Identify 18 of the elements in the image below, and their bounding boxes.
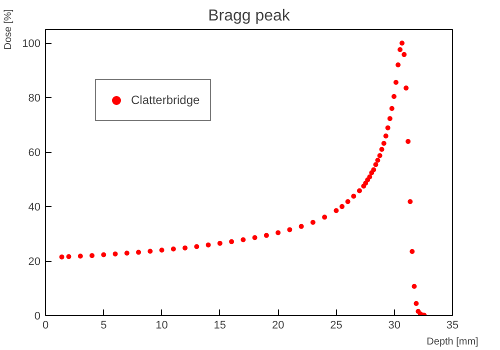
- y-tick-label: 60: [28, 147, 41, 160]
- x-tick-label: 0: [42, 320, 49, 332]
- x-tick-label: 25: [330, 320, 342, 332]
- y-tick-label: 20: [28, 256, 41, 268]
- y-axis-title: Dose [%]: [3, 8, 14, 50]
- legend-label: Clatterbridge: [131, 93, 200, 107]
- y-tick-label: 80: [28, 92, 41, 105]
- y-tick-label: 0: [34, 310, 41, 322]
- x-tick-label: 35: [446, 320, 459, 332]
- y-tick-label: 100: [22, 38, 41, 50]
- x-tick-label: 30: [388, 320, 400, 332]
- chart-title: Bragg peak: [208, 8, 291, 24]
- x-tick-label: 5: [100, 320, 107, 332]
- y-tick-label: 40: [28, 202, 41, 214]
- x-axis-title: Depth [mm]: [426, 336, 479, 348]
- x-tick-label: 15: [214, 320, 226, 332]
- x-tick-label: 20: [272, 320, 284, 332]
- x-tick-label: 10: [156, 320, 168, 332]
